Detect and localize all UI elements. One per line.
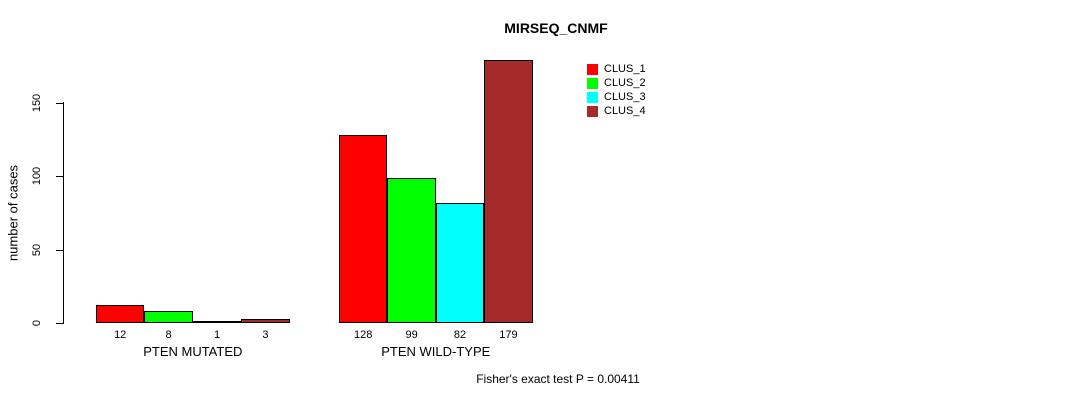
bar-value-label: 3 xyxy=(262,329,269,341)
bar-clus_3-2 xyxy=(435,202,485,323)
legend-label: CLUS_3 xyxy=(604,91,646,103)
y-axis-tick-label: 100 xyxy=(31,166,43,186)
bar-clus_4-2 xyxy=(484,60,533,323)
y-axis-tick-label: 0 xyxy=(31,319,43,327)
legend-swatch-clus_1 xyxy=(587,64,598,75)
y-axis-tick xyxy=(56,249,63,251)
bar-value-label: 128 xyxy=(354,329,373,341)
y-axis-title: number of cases xyxy=(5,164,21,262)
bar-clus_1-1 xyxy=(96,305,145,323)
x-axis-category-label: PTEN WILD-TYPE xyxy=(381,344,491,359)
legend-swatch-clus_4 xyxy=(587,106,598,117)
bar-clus_3-1 xyxy=(192,321,242,323)
chart-title: MIRSEQ_CNMF xyxy=(504,20,608,36)
bar-value-label: 12 xyxy=(114,329,127,341)
y-axis-tick-label: 50 xyxy=(31,243,43,256)
bar-clus_4-1 xyxy=(241,318,290,323)
legend-label: CLUS_4 xyxy=(604,105,646,117)
bar-value-label: 179 xyxy=(499,329,518,341)
bar-clus_2-2 xyxy=(387,177,436,323)
bar-clus_2-1 xyxy=(144,311,193,323)
y-axis-tick xyxy=(56,102,63,104)
y-axis-tick xyxy=(56,323,63,324)
bar-value-label: 1 xyxy=(213,329,221,341)
bar-clus_1-2 xyxy=(339,135,388,323)
bar-value-label: 8 xyxy=(165,329,172,341)
legend-label: CLUS_1 xyxy=(604,63,646,75)
bar-value-label: 99 xyxy=(405,329,418,341)
x-axis-category-label: PTEN MUTATED xyxy=(143,344,243,359)
y-axis-line xyxy=(63,102,64,324)
legend-label: CLUS_2 xyxy=(604,77,646,89)
legend-swatch-clus_3 xyxy=(587,92,598,103)
y-axis-tick-label: 150 xyxy=(31,93,43,112)
bar-value-label: 82 xyxy=(453,329,467,341)
fisher-test-note: Fisher's exact test P = 0.00411 xyxy=(476,372,640,386)
legend-swatch-clus_2 xyxy=(587,78,598,89)
y-axis-tick xyxy=(56,176,63,178)
